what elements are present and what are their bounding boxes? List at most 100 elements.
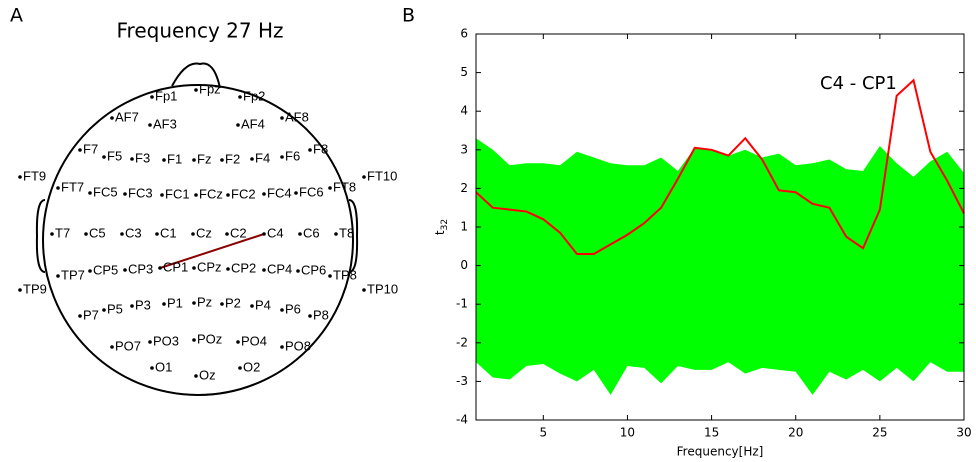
electrode-dot	[162, 158, 166, 162]
electrode-dot	[56, 274, 60, 278]
electrode-dot	[158, 266, 162, 270]
electrode-label: Fz	[197, 151, 211, 166]
y-tick-label: -1	[456, 297, 468, 311]
electrode-label: CP2	[231, 260, 256, 275]
left-ear	[35, 199, 46, 273]
electrode-dot	[110, 116, 114, 120]
connection	[159, 233, 265, 269]
electrode-dot	[194, 193, 198, 197]
y-tick-label: 2	[460, 181, 468, 195]
electrode-label: C3	[125, 225, 142, 240]
electrode-dot	[78, 148, 82, 152]
electrode-label: FT9	[23, 168, 46, 183]
panel-title: Frequency 27 Hz	[116, 19, 283, 43]
y-tick-label: 0	[460, 258, 468, 272]
data-line	[475, 78, 965, 256]
electrode-label: TP8	[333, 267, 357, 282]
electrode-dot	[102, 308, 106, 312]
electrode-label: F7	[83, 141, 98, 156]
electrode-label: P4	[255, 297, 271, 312]
electrode-dot	[262, 268, 266, 272]
electrode-dot	[78, 314, 82, 318]
electrode-dot	[148, 340, 152, 344]
electrode-dot	[191, 232, 195, 236]
electrode-dot	[150, 95, 154, 99]
electrode-dot	[88, 191, 92, 195]
electrode-label: PO4	[241, 333, 267, 348]
electrode-dot	[236, 123, 240, 127]
y-tick-label: -3	[456, 374, 468, 388]
electrode-dot	[150, 366, 154, 370]
electrode-dot	[250, 157, 254, 161]
electrode-label: TP10	[367, 281, 398, 296]
electrode-dot	[238, 95, 242, 99]
electrode-dot	[238, 366, 242, 370]
electrode-dot	[123, 192, 127, 196]
electrode-label: FC1	[165, 186, 190, 201]
electrode-label: C2	[230, 225, 247, 240]
electrode-dot	[308, 314, 312, 318]
electrode-dot	[88, 269, 92, 273]
electrode-dot	[226, 193, 230, 197]
chart: -4 -3 -2 -1 0 1 2 3 4 5 6 5 10 15 20 25 30 Frequency[Hz] t…	[433, 27, 972, 459]
electrode-dot	[18, 175, 22, 179]
electrode-label: PO8	[285, 338, 311, 353]
electrode-dot	[50, 232, 54, 236]
y-axis-label-base: t	[433, 230, 447, 235]
y-tick-label: 6	[460, 27, 468, 41]
electrode-label: TP9	[23, 281, 47, 296]
electrode-label: O1	[155, 359, 172, 374]
electrode-label: FT10	[367, 168, 397, 183]
electrode-label: P2	[225, 295, 241, 310]
electrode-label: FC4	[267, 185, 292, 200]
panel-letter: A	[10, 5, 23, 27]
electrode-dot	[123, 268, 127, 272]
electrode-label: F3	[135, 150, 150, 165]
electrode-dot	[296, 269, 300, 273]
electrode-label: CPz	[197, 259, 222, 274]
electrode-label: F1	[167, 151, 182, 166]
electrode-label: FC6	[299, 184, 324, 199]
electrode-dot	[280, 345, 284, 349]
y-tick-label: -4	[456, 413, 468, 427]
electrode-label: AF4	[241, 116, 265, 131]
electrode-label: F5	[107, 148, 122, 163]
electrode-label: Pz	[197, 294, 212, 309]
y-tick-label: -2	[456, 335, 468, 349]
electrode-label: P8	[313, 307, 329, 322]
electrode-dot	[130, 157, 134, 161]
electrode-dot	[280, 155, 284, 159]
electrode-label: T7	[55, 225, 70, 240]
electrode-dot	[280, 308, 284, 312]
electrode-label: CP5	[93, 262, 118, 277]
y-tick-label: 4	[460, 104, 468, 118]
electrode-dot	[120, 232, 124, 236]
electrode-dot	[262, 192, 266, 196]
electrode-dot	[294, 191, 298, 195]
electrode-dot	[220, 158, 224, 162]
electrode-label: CP3	[128, 261, 153, 276]
electrode-label: CP4	[267, 261, 292, 276]
electrode-label: F8	[313, 141, 328, 156]
electrode-label: C1	[160, 225, 177, 240]
x-tick-label: 25	[872, 426, 887, 440]
electrode-dot	[192, 266, 196, 270]
y-tick-label: 3	[460, 142, 468, 156]
electrode-dot	[308, 148, 312, 152]
electrode-label: P7	[83, 307, 99, 322]
electrode-dot	[280, 116, 284, 120]
electrode-dot	[110, 345, 114, 349]
electrode-label: Oz	[199, 367, 216, 382]
electrode-label: O2	[243, 359, 260, 374]
y-tick-label: 5	[460, 65, 468, 79]
electrode-dot	[362, 288, 366, 292]
x-tick-label: 20	[788, 426, 803, 440]
electrode-dot	[236, 340, 240, 344]
annotation: C4 - CP1	[820, 73, 897, 94]
head	[42, 84, 354, 396]
x-tick-label: 15	[704, 426, 719, 440]
electrode-label: POz	[197, 331, 222, 346]
electrode-dot	[84, 232, 88, 236]
x-tick-label: 5	[539, 426, 547, 440]
